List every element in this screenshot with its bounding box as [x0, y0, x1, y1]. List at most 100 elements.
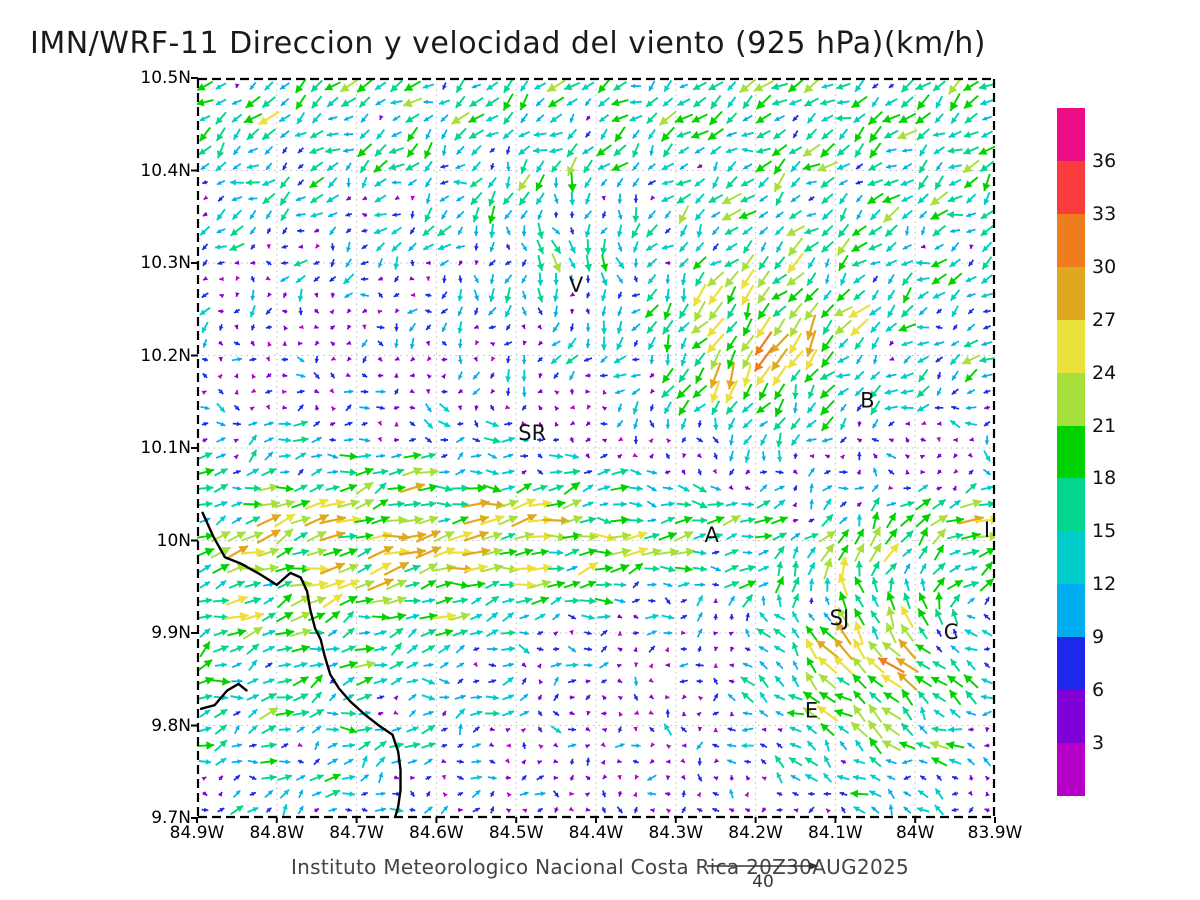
wind-arrow — [978, 82, 995, 91]
wind-arrow — [949, 92, 961, 112]
wind-arrow — [690, 130, 709, 139]
wind-arrow — [919, 210, 928, 219]
wind-arrow — [487, 177, 497, 189]
grid-lines — [197, 78, 995, 818]
wind-arrow — [450, 111, 470, 125]
wind-arrow — [533, 131, 547, 138]
wind-arrow — [679, 163, 689, 170]
city-label-b: B — [860, 389, 874, 413]
wind-arrow — [518, 131, 530, 138]
wind-arrow — [471, 83, 481, 89]
wind-arrow — [883, 129, 899, 139]
wind-arrow — [440, 180, 449, 185]
wind-arrow — [455, 95, 466, 109]
colorbar-band — [1057, 372, 1085, 426]
wind-arrow — [935, 161, 943, 171]
wind-arrow — [216, 142, 225, 159]
wind-arrow — [600, 178, 608, 187]
wind-arrow — [358, 96, 371, 108]
footer-credit: Instituto Meteorologico Nacional Costa R… — [290, 855, 910, 879]
wind-arrow — [246, 163, 260, 170]
wind-arrow — [915, 81, 932, 91]
wind-arrow — [518, 145, 531, 156]
wind-arrow — [232, 145, 241, 156]
wind-arrow — [537, 209, 543, 220]
wind-arrow — [978, 145, 995, 156]
wind-arrow — [343, 115, 354, 121]
wind-arrow — [406, 126, 419, 142]
wind-arrow — [549, 131, 563, 138]
wind-arrow — [965, 212, 977, 218]
reference-vector-label: 40 — [752, 872, 774, 892]
wind-arrow — [298, 244, 304, 249]
wind-arrow — [771, 144, 788, 157]
wind-arrow — [327, 116, 338, 121]
wind-arrow — [345, 228, 352, 234]
wind-arrow — [232, 162, 242, 171]
wind-arrow — [229, 179, 244, 186]
wind-arrow — [710, 94, 722, 110]
wind-arrow — [708, 193, 724, 204]
wind-arrow — [391, 226, 402, 235]
wind-arrow — [408, 242, 417, 252]
wind-arrow — [295, 196, 306, 202]
wind-arrow — [406, 143, 419, 158]
wind-arrow — [215, 111, 227, 125]
wind-arrow — [821, 83, 834, 89]
wind-arrow — [581, 81, 595, 91]
wind-arrow — [231, 195, 243, 202]
wind-arrow — [790, 177, 801, 188]
wind-arrow — [696, 163, 703, 169]
wind-arrow — [904, 225, 910, 236]
colorbar-tick-label: 36 — [1092, 149, 1117, 172]
wind-arrow — [295, 94, 307, 110]
wind-arrow — [424, 207, 433, 223]
wind-arrow — [279, 82, 290, 90]
wind-arrow — [884, 224, 898, 238]
wind-arrow — [645, 96, 659, 108]
wind-arrow — [472, 206, 480, 223]
wind-arrow — [503, 78, 514, 94]
wind-arrow — [585, 192, 591, 205]
wind-arrow — [771, 98, 788, 106]
wind-arrow — [389, 79, 404, 93]
wind-arrow — [567, 128, 578, 140]
wind-arrow — [425, 128, 432, 140]
wind-arrow — [742, 95, 753, 110]
wind-arrow — [679, 83, 689, 89]
wind-arrow — [616, 224, 623, 238]
wind-arrow — [388, 146, 405, 155]
wind-arrow — [613, 81, 627, 92]
wind-arrow — [442, 82, 447, 90]
wind-arrow — [933, 146, 946, 155]
wind-arrow — [502, 192, 514, 206]
colorbar-tick-label: 33 — [1092, 202, 1117, 225]
wind-arrow — [425, 193, 431, 204]
wind-arrow — [455, 78, 465, 94]
y-axis-labels: 10.5N 10.4N 10.3N 10.2N 10.1N 10N 9.9N 9.8N 9.7N — [55, 0, 191, 900]
wind-arrow — [597, 78, 611, 94]
wind-arrow — [324, 81, 341, 91]
wind-arrow — [247, 147, 258, 154]
colorbar-tick-label: 12 — [1092, 573, 1117, 596]
wind-arrow — [979, 160, 995, 173]
x-axis-tick-label: 84.1W — [808, 823, 863, 843]
wind-arrow — [455, 145, 465, 155]
wind-arrow — [629, 114, 643, 122]
y-axis-tick-label: 9.9N — [151, 623, 191, 643]
wind-arrow — [243, 113, 263, 124]
wind-arrow — [774, 114, 785, 122]
wind-arrow — [966, 228, 976, 234]
wind-arrow — [520, 113, 529, 124]
wind-arrow — [453, 127, 467, 141]
wind-arrow — [345, 212, 353, 217]
wind-arrow — [661, 180, 674, 186]
wind-arrow — [917, 193, 929, 205]
wind-arrow — [581, 146, 595, 155]
wind-arrow — [489, 147, 496, 154]
wind-vector-field — [197, 78, 995, 816]
wind-arrow — [753, 80, 774, 92]
wind-arrow — [339, 79, 358, 93]
wind-arrow — [902, 148, 913, 153]
